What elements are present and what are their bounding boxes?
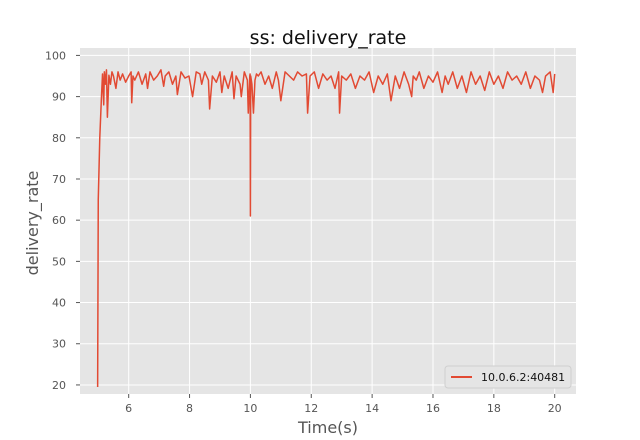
x-tick-label: 8 xyxy=(186,402,193,415)
y-tick-label: 40 xyxy=(52,297,66,310)
series-line xyxy=(96,69,556,388)
x-tick-label: 16 xyxy=(426,402,440,415)
x-tick-label: 18 xyxy=(487,402,501,415)
y-tick-label: 70 xyxy=(52,173,66,186)
y-tick-label: 100 xyxy=(45,49,66,62)
legend: 10.0.6.2:40481 xyxy=(444,365,572,389)
y-axis-label: delivery_rate xyxy=(23,171,43,276)
x-tick-label: 14 xyxy=(365,402,379,415)
x-tick-label: 6 xyxy=(125,402,132,415)
legend-label: 10.0.6.2:40481 xyxy=(481,371,565,384)
series-layer xyxy=(96,69,556,388)
plot-area xyxy=(80,48,576,394)
y-tick-label: 90 xyxy=(52,91,66,104)
legend-box xyxy=(444,365,572,389)
y-tick-label: 60 xyxy=(52,214,66,227)
x-tick-label: 10 xyxy=(243,402,257,415)
y-tick-label: 50 xyxy=(52,255,66,268)
y-tick-label: 80 xyxy=(52,132,66,145)
x-tick-label: 12 xyxy=(304,402,318,415)
y-tick-label: 20 xyxy=(52,379,66,392)
x-tick-label: 20 xyxy=(548,402,562,415)
x-axis-label: Time(s) xyxy=(297,418,358,437)
axis-ticks: 6 8 10 12 14 16 18 20 20 30 40 50 60 70 80 90 100 xyxy=(45,49,562,415)
chart-title: ss: delivery_rate xyxy=(250,27,407,49)
y-tick-label: 30 xyxy=(52,338,66,351)
